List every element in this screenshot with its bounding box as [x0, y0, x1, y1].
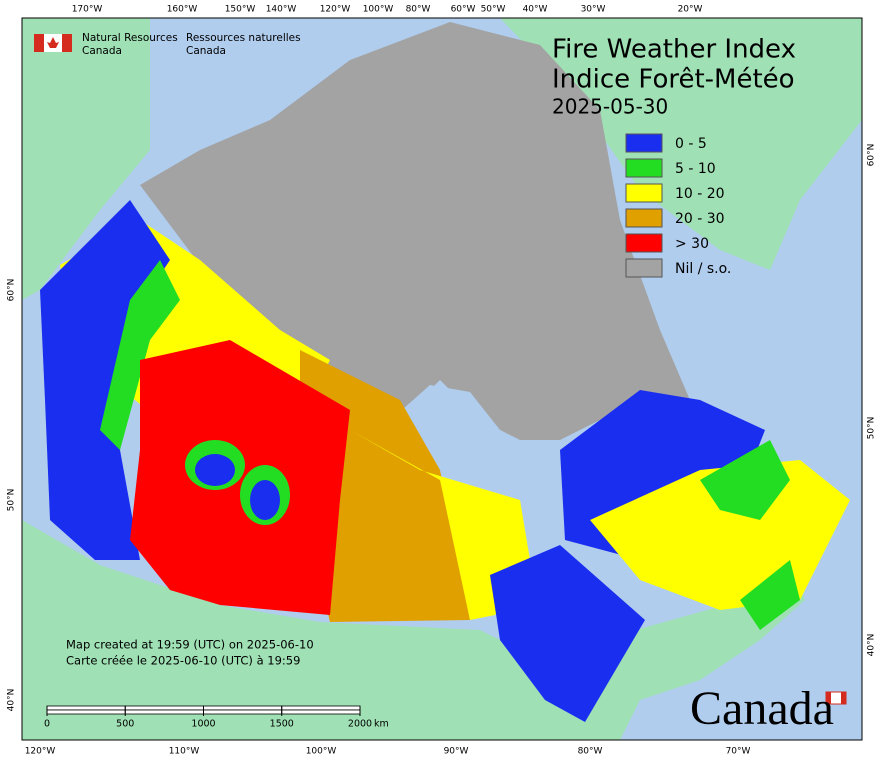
legend-label: Nil / s.o.	[675, 261, 731, 277]
greenland	[500, 18, 862, 270]
scale-segment	[124, 709, 204, 715]
scale-segment	[46, 709, 126, 715]
lat-label-right: 40°N	[867, 634, 877, 657]
legend-swatch	[625, 208, 663, 228]
flag-bar	[841, 692, 846, 704]
agency-en: Natural Resources	[82, 32, 178, 44]
map-frame	[21, 17, 863, 741]
scale-segment	[46, 705, 126, 711]
lat-label-right: 50°N	[867, 417, 877, 440]
lon-label-top: 140°W	[266, 5, 297, 15]
lon-label-top: 120°W	[320, 5, 351, 15]
lat-label-left: 40°N	[7, 689, 17, 712]
scale-label: 1500	[270, 719, 294, 730]
legend-label: 10 - 20	[675, 186, 725, 202]
lon-label-bottom: 90°W	[444, 747, 469, 757]
legend-label: 20 - 30	[675, 211, 725, 227]
lon-label-bottom: 120°W	[25, 747, 56, 757]
scale-segment	[203, 705, 283, 711]
scale-segment	[281, 709, 361, 715]
lon-label-bottom: 80°W	[578, 747, 603, 757]
hudson-bay	[385, 385, 540, 520]
legend-label: 5 - 10	[675, 161, 716, 177]
scale-label: 0	[44, 719, 50, 730]
lon-label-bottom: 100°W	[306, 747, 337, 757]
scale-label: 2000	[348, 719, 372, 730]
legend-swatch	[625, 183, 663, 203]
canada-wordmark: Canada	[690, 682, 834, 735]
created-en: Map created at 19:59 (UTC) on 2025-06-10	[66, 638, 314, 652]
map-area	[21, 17, 863, 741]
lon-label-top: 40°W	[523, 5, 548, 15]
zone-green-bc	[100, 260, 180, 450]
usa	[22, 520, 805, 740]
legend-swatch	[625, 258, 663, 278]
scale-segment	[281, 705, 361, 711]
scale-label: 1000	[191, 719, 215, 730]
legend-label: 0 - 5	[675, 136, 707, 152]
lon-label-top: 100°W	[363, 5, 394, 15]
legend-swatch	[625, 158, 663, 178]
title-en: Fire Weather Index	[552, 35, 796, 65]
lon-label-top: 60°W	[451, 5, 476, 15]
lat-label-right: 60°N	[867, 144, 877, 167]
alaska	[22, 18, 150, 300]
lon-label-top: 160°W	[167, 5, 198, 15]
zone-yellow-on	[350, 430, 530, 620]
scale-label: 500	[116, 719, 134, 730]
title-date: 2025-05-30	[552, 95, 668, 119]
flag-bar	[34, 34, 44, 52]
maple-leaf	[47, 37, 59, 48]
zone-green-east	[700, 440, 800, 630]
lon-label-bottom: 70°W	[726, 747, 751, 757]
lat-label-left: 50°N	[7, 489, 17, 512]
legend-swatch	[625, 233, 663, 253]
flag-bar	[62, 34, 72, 52]
legend-swatch	[625, 133, 663, 153]
scale-unit: km	[374, 719, 389, 730]
zone-blue-on	[490, 545, 645, 722]
lon-label-bottom: 110°W	[169, 747, 200, 757]
wordmark	[825, 691, 847, 705]
legend-label: > 30	[675, 236, 709, 252]
lon-label-top: 170°W	[72, 5, 103, 15]
scale-segment	[124, 705, 204, 711]
title-fr: Indice Forêt-Météo	[552, 65, 795, 95]
flag-bar	[826, 692, 831, 704]
agency-fr: Canada	[186, 45, 226, 57]
nrcan-logo	[34, 34, 72, 52]
agency-fr: Ressources naturelles	[186, 32, 301, 44]
lon-label-top: 30°W	[581, 5, 606, 15]
lon-label-top: 150°W	[225, 5, 256, 15]
lon-label-top: 20°W	[678, 5, 703, 15]
scale-segment	[203, 709, 283, 715]
agency-en: Canada	[82, 45, 122, 57]
zone-blue-prairie	[195, 454, 280, 520]
created-fr: Carte créée le 2025-06-10 (UTC) à 19:59	[66, 654, 300, 668]
lat-label-left: 60°N	[7, 279, 17, 302]
lon-label-top: 80°W	[406, 5, 431, 15]
lon-label-top: 50°W	[481, 5, 506, 15]
